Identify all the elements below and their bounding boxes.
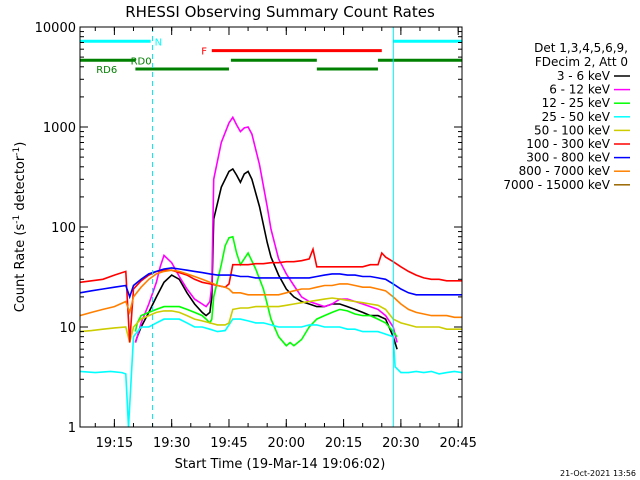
series-line-2 xyxy=(134,235,398,347)
series-lines xyxy=(80,115,462,427)
legend-header-line-2: FDecim 2, Att 0 xyxy=(535,55,628,69)
y-tick-label-0: 1 xyxy=(68,421,76,436)
chart-title: RHESSI Observing Summary Count Rates xyxy=(125,3,435,21)
y-label-end: ) xyxy=(13,142,28,147)
y-tick-label-3: 1000 xyxy=(43,121,76,136)
y-label-exp1: -1 xyxy=(12,215,22,224)
series-line-0 xyxy=(134,167,398,350)
y-tick-label-1: 10 xyxy=(59,321,76,336)
flag-label-f: F xyxy=(201,47,207,58)
x-tick-label-4: 20:15 xyxy=(325,436,362,451)
flag-label-rd0: RD0 xyxy=(131,56,152,67)
y-axis-label: Count Rate (s-1 detector-1) xyxy=(12,142,28,313)
series-line-6 xyxy=(80,267,462,300)
flag-label-n: N xyxy=(155,37,162,48)
legend-entry-label-7: 800 - 7000 keV xyxy=(519,164,611,178)
x-axis-label: Start Time (19-Mar-14 19:06:02) xyxy=(175,457,386,472)
legend-entry-label-8: 7000 - 15000 keV xyxy=(503,178,610,192)
x-tick-label-6: 20:45 xyxy=(439,436,476,451)
legend-header-line-1: Det 1,3,4,5,6,9, xyxy=(534,41,628,55)
flag-bars: N F RD0 RD6 xyxy=(80,37,462,76)
series-line-7 xyxy=(80,269,462,319)
y-label-exp2: -1 xyxy=(12,147,22,156)
y-label-mid: detector xyxy=(13,155,28,215)
x-tick-label-5: 20:30 xyxy=(382,436,419,451)
y-tick-label-4: 10000 xyxy=(35,21,76,36)
series-line-5 xyxy=(80,246,462,343)
x-tick-label-0: 19:15 xyxy=(96,436,133,451)
legend: Det 1,3,4,5,6,9, FDecim 2, Att 0 3 - 6 k… xyxy=(503,41,630,192)
y-tick-label-2: 100 xyxy=(51,221,76,236)
flag-label-rd6: RD6 xyxy=(96,65,117,76)
legend-entry-label-0: 3 - 6 keV xyxy=(557,69,611,83)
legend-entry-label-1: 6 - 12 keV xyxy=(549,83,611,97)
x-tick-label-1: 19:30 xyxy=(153,436,190,451)
legend-entry-label-2: 12 - 25 keV xyxy=(542,96,611,110)
x-tick-label-3: 20:00 xyxy=(268,436,305,451)
axes: 19:15 19:30 19:45 20:00 20:15 20:30 20:45 1 10 10… xyxy=(35,21,477,451)
series-line-3 xyxy=(80,318,462,427)
y-label-main: Count Rate (s xyxy=(13,224,28,313)
generation-timestamp: 21-Oct-2021 13:56 xyxy=(560,469,636,478)
series-line-4 xyxy=(80,297,462,343)
x-tick-label-2: 19:45 xyxy=(210,436,247,451)
legend-entry-label-3: 25 - 50 keV xyxy=(542,110,611,124)
series-line-1 xyxy=(134,115,398,343)
legend-entry-label-5: 100 - 300 keV xyxy=(526,137,610,151)
legend-entry-label-4: 50 - 100 keV xyxy=(534,123,611,137)
legend-entry-label-6: 300 - 800 keV xyxy=(526,151,610,165)
